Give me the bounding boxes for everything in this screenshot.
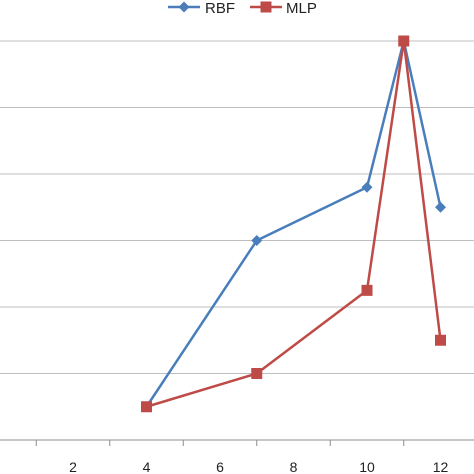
x-tick-label-10: 10: [359, 459, 375, 474]
point-rbf-2: [361, 181, 373, 193]
x-tick-label-8: 8: [290, 459, 298, 474]
legend-label-rbf: RBF: [205, 0, 235, 17]
x-tick-label-4: 4: [143, 459, 151, 474]
series-mlp: [141, 35, 446, 413]
x-axis: [0, 439, 474, 446]
legend-label-mlp: MLP: [286, 0, 317, 17]
point-mlp-4: [435, 334, 446, 346]
series-rbf: [141, 35, 446, 413]
legend: RBF MLP: [168, 0, 317, 17]
x-tick-label-2: 2: [69, 459, 77, 474]
x-tick-labels: 2 4 6 8 10 12: [69, 459, 448, 474]
point-rbf-1: [251, 235, 263, 246]
point-mlp-1: [251, 368, 263, 379]
legend-marker-rbf: [178, 1, 190, 13]
x-tick-label-12: 12: [433, 459, 449, 474]
legend-item-rbf: RBF: [168, 0, 235, 17]
legend-item-mlp: MLP: [250, 0, 317, 17]
legend-marker-mlp: [260, 1, 272, 13]
point-rbf-4: [435, 201, 446, 213]
point-mlp-0: [141, 401, 152, 413]
point-mlp-3: [398, 35, 410, 47]
series-group: [141, 35, 446, 413]
point-mlp-2: [361, 284, 373, 296]
gridlines: [0, 40, 474, 374]
x-tick-label-6: 6: [216, 459, 224, 474]
